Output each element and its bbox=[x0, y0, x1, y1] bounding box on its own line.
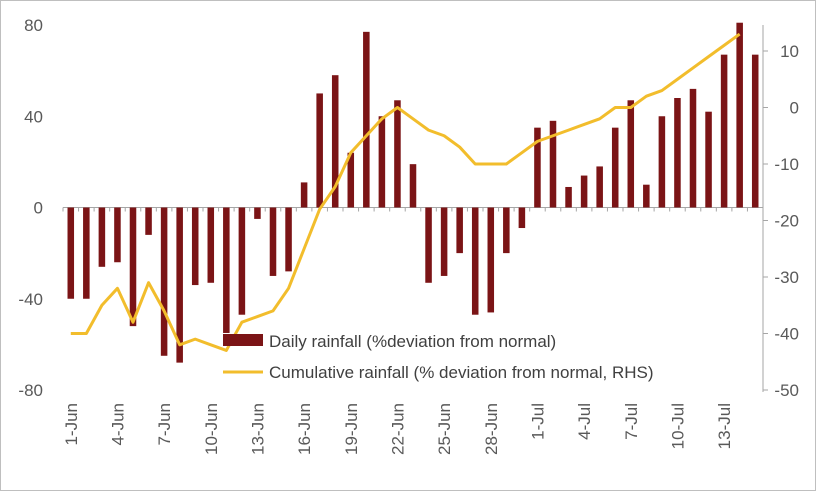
daily-rainfall-bar bbox=[114, 207, 121, 263]
daily-rainfall-bar bbox=[394, 100, 401, 208]
daily-rainfall-bar bbox=[176, 207, 183, 363]
daily-rainfall-bar bbox=[191, 207, 199, 286]
x-axis-tick-label: 13-Jun bbox=[248, 403, 267, 455]
daily-rainfall-bar bbox=[316, 93, 323, 208]
bars-group bbox=[67, 22, 759, 363]
daily-rainfall-bar bbox=[440, 207, 448, 276]
x-axis-tick-label: 4-Jul bbox=[575, 403, 594, 440]
daily-rainfall-bar bbox=[720, 54, 728, 208]
daily-rainfall-bar bbox=[627, 100, 635, 208]
left-axis-tick-label: -40 bbox=[18, 290, 43, 309]
daily-rainfall-bar bbox=[611, 127, 619, 208]
daily-rainfall-bar bbox=[145, 207, 152, 235]
daily-rainfall-bar bbox=[658, 116, 666, 208]
daily-rainfall-bar bbox=[596, 166, 603, 208]
daily-rainfall-bar bbox=[160, 207, 168, 356]
daily-rainfall-bar bbox=[736, 22, 743, 208]
legend-bar-swatch bbox=[223, 334, 263, 346]
daily-rainfall-bar bbox=[643, 184, 650, 208]
x-axis-tick-label: 22-Jun bbox=[388, 403, 407, 455]
daily-rainfall-bar bbox=[689, 88, 697, 208]
x-axis-tick-label: 25-Jun bbox=[435, 403, 454, 455]
daily-rainfall-bar bbox=[518, 207, 526, 229]
daily-rainfall-bar bbox=[300, 182, 308, 208]
x-axis-tick-label: 10-Jul bbox=[668, 403, 687, 449]
right-axis-tick-label: -40 bbox=[774, 325, 799, 344]
daily-rainfall-bar bbox=[580, 175, 588, 208]
daily-rainfall-bar bbox=[238, 207, 246, 315]
daily-rainfall-bar bbox=[409, 164, 417, 208]
cumulative-rainfall-line bbox=[70, 32, 741, 352]
daily-rainfall-bar bbox=[534, 127, 541, 208]
x-axis-tick-label: 28-Jun bbox=[482, 403, 501, 455]
daily-rainfall-bar bbox=[674, 98, 681, 208]
daily-rainfall-bar bbox=[207, 207, 215, 283]
x-axis-tick-label: 13-Jul bbox=[715, 403, 734, 449]
x-axis-tick-label: 10-Jun bbox=[202, 403, 221, 455]
daily-rainfall-bar bbox=[269, 207, 277, 276]
left-axis-tick-label: 80 bbox=[24, 16, 43, 35]
right-axis-tick-label: -30 bbox=[774, 268, 799, 287]
daily-rainfall-bar bbox=[487, 207, 495, 313]
daily-rainfall-bar bbox=[331, 75, 339, 208]
x-axis-tick-label: 1-Jun bbox=[62, 403, 81, 446]
daily-rainfall-bar bbox=[347, 152, 355, 208]
daily-rainfall-bar bbox=[549, 120, 557, 208]
legend-label: Daily rainfall (%deviation from normal) bbox=[269, 332, 556, 351]
right-axis-tick-label: -20 bbox=[774, 212, 799, 231]
daily-rainfall-bar bbox=[705, 111, 712, 208]
x-axis-tick-label: 16-Jun bbox=[295, 403, 314, 455]
right-axis-tick-label: 0 bbox=[790, 99, 799, 118]
daily-rainfall-bar bbox=[363, 31, 370, 208]
x-axis-tick-label: 7-Jun bbox=[155, 403, 174, 446]
x-axis-tick-label: 1-Jul bbox=[528, 403, 547, 440]
labels-group: 80 40 0 -40 -80 10 0 -10 -20 -30 -40 -50 1-Jun 4-Jun 7… bbox=[18, 16, 799, 455]
daily-rainfall-bar bbox=[129, 207, 137, 327]
x-axis-tick-label: 4-Jun bbox=[108, 403, 127, 446]
right-axis-tick-label: -50 bbox=[774, 381, 799, 400]
daily-rainfall-bar bbox=[471, 207, 479, 315]
left-axis-tick-label: 40 bbox=[24, 107, 43, 126]
right-axis-tick-label: -10 bbox=[774, 155, 799, 174]
daily-rainfall-bar bbox=[378, 116, 386, 208]
daily-rainfall-bar bbox=[751, 54, 759, 208]
x-axis-tick-label: 19-Jun bbox=[342, 403, 361, 455]
daily-rainfall-bar bbox=[425, 207, 432, 283]
daily-rainfall-bar bbox=[285, 207, 292, 272]
x-axis-tick-label: 7-Jul bbox=[622, 403, 641, 440]
daily-rainfall-bar bbox=[98, 207, 106, 267]
legend: Daily rainfall (%deviation from normal) C… bbox=[223, 332, 654, 382]
daily-rainfall-bar bbox=[83, 207, 90, 299]
daily-rainfall-bar bbox=[254, 207, 261, 219]
left-axis-tick-label: 0 bbox=[34, 199, 43, 218]
legend-label: Cumulative rainfall (% deviation from no… bbox=[269, 363, 654, 382]
daily-rainfall-bar bbox=[223, 207, 230, 333]
left-axis-tick-label: -80 bbox=[18, 381, 43, 400]
right-axis-tick-label: 10 bbox=[780, 42, 799, 61]
daily-rainfall-bar bbox=[503, 207, 510, 254]
daily-rainfall-bar bbox=[456, 207, 463, 254]
daily-rainfall-bar bbox=[565, 186, 572, 208]
line-group bbox=[70, 32, 741, 352]
daily-rainfall-bar bbox=[67, 207, 75, 299]
